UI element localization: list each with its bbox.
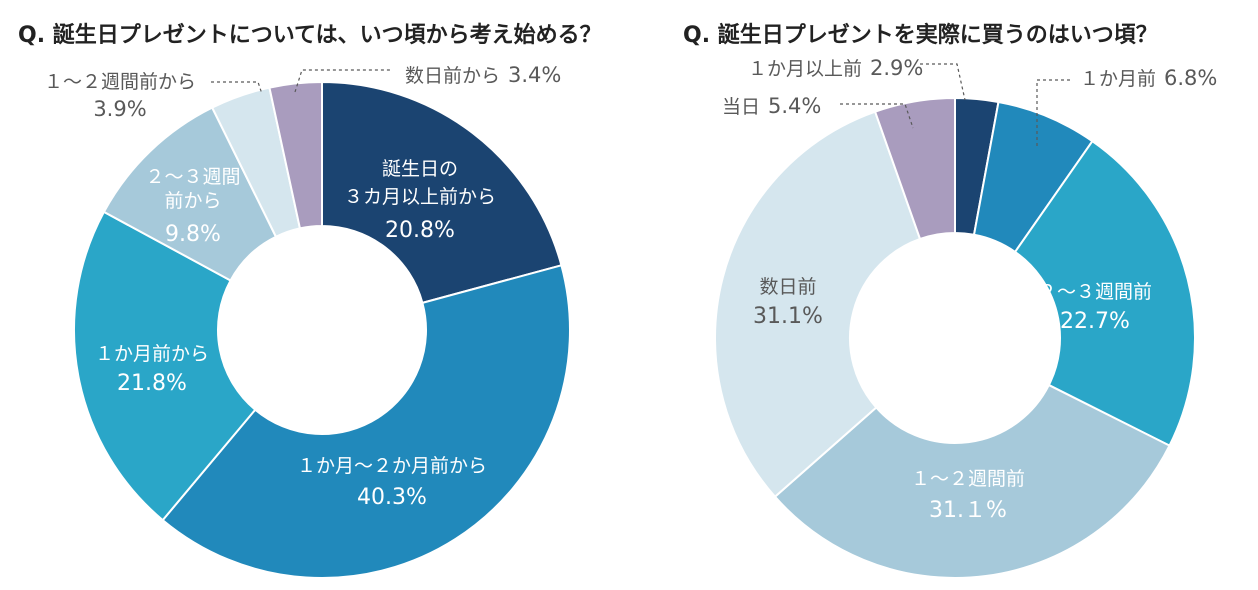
- donut-slice-sameday: [874, 97, 956, 240]
- slice-value-1m: 21.8%: [117, 371, 187, 396]
- slice-label-text: 当日: [722, 96, 760, 118]
- slice-label-1w2w: １～２週間前: [911, 468, 1025, 490]
- slice-value-1w2w: 3.9%: [93, 97, 146, 121]
- donut-slice-1w2w: [773, 384, 1171, 579]
- donut-slice-2w3w: [1014, 140, 1196, 447]
- slice-value: 6.8%: [1164, 66, 1217, 90]
- slice-label-3m: ３カ月以上前から: [344, 186, 496, 208]
- slice-label-days: 数日前から 3.4%: [405, 63, 561, 87]
- donut-labels: 誕生日の ３カ月以上前から 20.8% １か月～２か月前から 40.3% １か月前から 21…: [44, 63, 561, 510]
- donut-slice-1m2m: [161, 264, 571, 579]
- slice-value-days: 31.1%: [753, 304, 823, 329]
- slice-label-2w3w: ２～３週間: [145, 166, 240, 188]
- slice-label-text: １か月前: [1080, 68, 1156, 90]
- slice-label-text: １か月以上前: [748, 58, 862, 80]
- chart-think-start: Q. 誕生日プレゼントについては、いつ頃から考え始める？ 誕生日の ３カ月以上前か…: [18, 22, 602, 579]
- slice-label-days: 数日前: [759, 276, 816, 298]
- chart-title: Q. 誕生日プレゼントを実際に買うのはいつ頃？: [683, 22, 1158, 48]
- chart-title: Q. 誕生日プレゼントについては、いつ頃から考え始める？: [18, 22, 602, 48]
- chart-buy-timing: Q. 誕生日プレゼントを実際に買うのはいつ頃？ １か月以上前 2.9% １か月前 6.…: [683, 22, 1217, 579]
- leader-line-1w2w: [211, 81, 263, 95]
- slice-label-sameday: 当日 5.4%: [722, 94, 821, 118]
- slice-value: 3.4%: [508, 63, 561, 87]
- donut-slice-3m: [321, 81, 563, 304]
- slice-value-2w3w: 9.8%: [165, 222, 221, 247]
- slice-value-1w2w: 31.１%: [929, 498, 1007, 523]
- donut-slice-days: [268, 81, 323, 230]
- donut-slices: [714, 97, 1196, 579]
- slice-value-3m: 20.8%: [385, 218, 455, 243]
- donut-slice-1m: [73, 210, 257, 522]
- slice-label-1w2w: １～２週間前から: [44, 71, 196, 93]
- slice-value-2w3w: 22.7%: [1060, 309, 1130, 334]
- slice-value-1m2m: 40.3%: [357, 485, 427, 510]
- slice-label-1m: １か月前から: [95, 343, 209, 365]
- leader-line-1m_plus: [920, 63, 966, 101]
- slice-label-2w3w: 前から: [164, 190, 221, 212]
- slice-label-1m2m: １か月～２か月前から: [297, 455, 487, 477]
- slice-label-2w3w: ２～３週間前: [1038, 281, 1152, 303]
- slice-value: 5.4%: [768, 94, 821, 118]
- donut-slice-days: [714, 110, 922, 498]
- slice-label-3m: 誕生日の: [382, 158, 458, 180]
- donut-labels: １か月以上前 2.9% １か月前 6.8% ２～３週間前 22.7% １～２週間前 31.１%…: [722, 56, 1217, 523]
- slice-label-1m_plus: １か月以上前 2.9%: [748, 56, 923, 80]
- donut-slices: [73, 81, 571, 579]
- leader-line-days: [294, 69, 392, 93]
- slice-value: 2.9%: [870, 56, 923, 80]
- slice-label-1m: １か月前 6.8%: [1080, 66, 1217, 90]
- leader-line-1m: [1036, 79, 1070, 148]
- slice-label-text: 数日前から: [405, 65, 500, 87]
